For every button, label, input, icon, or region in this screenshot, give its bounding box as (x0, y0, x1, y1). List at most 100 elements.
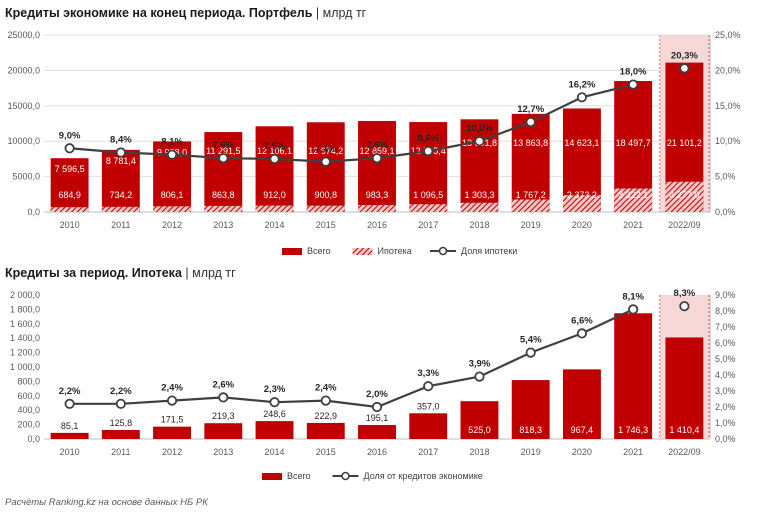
x-tick-label: 2010 (60, 447, 80, 457)
bar-mortgage (101, 206, 140, 212)
bar-total (101, 149, 140, 212)
share-marker (115, 398, 126, 409)
x-tick-label: 2022/09 (668, 447, 701, 457)
bar-mortgage (562, 195, 601, 212)
chart1-title-text: Кредиты экономике на конец периода. Порт… (5, 6, 313, 20)
left-axis-tick: 15000,0 (7, 101, 40, 111)
legend-total: Всего (307, 246, 331, 256)
share-label: 20,3% (671, 50, 698, 61)
bar-total-label: 12 859,1 (359, 146, 394, 156)
legend-mortgage: Ипотека (378, 246, 412, 256)
bar-total-label: 357,0 (417, 401, 440, 411)
right-axis-tick: 2,0% (715, 402, 736, 412)
left-axis-tick: 800,0 (17, 376, 40, 386)
right-axis-tick: 1,0% (715, 418, 736, 428)
right-axis-tick: 5,0% (715, 354, 736, 364)
x-tick-label: 2014 (265, 220, 285, 230)
bar-mortgage (153, 206, 192, 212)
share-marker (423, 146, 434, 157)
bar-total (409, 122, 448, 212)
left-axis-tick: 1 400,0 (10, 333, 40, 343)
bar-total-label: 11 291,5 (206, 146, 240, 156)
bar-total (460, 401, 499, 439)
share-marker (320, 395, 331, 406)
left-axis-tick: 1 600,0 (10, 319, 40, 329)
bar-total-label: 222,9 (315, 411, 338, 421)
share-label: 7,5% (264, 141, 286, 152)
x-tick-label: 2017 (418, 447, 438, 457)
bar-total-label: 1 746,3 (618, 425, 648, 435)
x-tick-label: 2015 (316, 220, 336, 230)
bar-total (562, 108, 601, 212)
share-label: 2,0% (366, 389, 388, 400)
chart2-svg: 0,0 200,0 400,0 600,0 800,0 1 000,0 1 200,0 1 4… (10, 288, 736, 481)
share-marker (166, 395, 178, 406)
chart1-svg: 0,0 5000,0 10000,0 15000,0 20000,0 25000,0 0,0… (7, 30, 741, 256)
left-axis-tick: 20000,0 (7, 65, 40, 75)
share-marker (64, 143, 75, 154)
x-tick-label: 2016 (367, 447, 387, 457)
share-marker (371, 153, 383, 164)
bar-total (153, 426, 192, 439)
left-axis-tick: 5000,0 (12, 172, 40, 182)
bar-total-label: 219,3 (212, 411, 235, 421)
bar-total-label: 7 596,5 (55, 164, 85, 174)
share-marker (115, 147, 126, 158)
share-line (69, 308, 634, 409)
share-label: 12,7% (517, 104, 544, 115)
share-marker (525, 116, 536, 128)
x-tick-label: 2020 (572, 447, 592, 457)
share-label: 2,2% (110, 386, 132, 397)
share-marker (576, 328, 588, 339)
x-tick-label: 2020 (572, 220, 592, 230)
bar-total (50, 158, 89, 212)
legend-marker (341, 471, 350, 481)
bar-mortgage-label: 1 767,2 (516, 190, 546, 200)
bar-mortgage-label: 684,9 (58, 190, 81, 200)
legend-share: Доля ипотеки (461, 246, 517, 256)
bar-total (101, 429, 140, 439)
share-marker (64, 398, 75, 409)
share-label: 7,6% (366, 140, 388, 151)
share-marker (320, 156, 331, 167)
share-label: 7,1% (315, 144, 337, 155)
x-tick-label: 2011 (111, 220, 130, 230)
bar-total (358, 120, 396, 212)
bar-total (255, 421, 294, 439)
share-marker (423, 381, 434, 392)
share-label: 8,1% (622, 291, 644, 302)
bar-mortgage (306, 205, 345, 212)
right-axis-tick: 0,0% (715, 207, 736, 217)
right-axis-tick: 7,0% (715, 322, 736, 332)
share-label: 2,2% (59, 386, 81, 397)
chart1-unit: | млрд тг (315, 6, 367, 20)
chart2-title: Кредиты за период. Ипотека | млрд тг (5, 266, 236, 280)
right-axis-tick: 10,0% (715, 136, 741, 146)
bar-total-label: 248,6 (263, 409, 286, 419)
share-label: 10,0% (466, 123, 493, 134)
bar-mortgage-label: 806,1 (161, 190, 184, 200)
x-tick-label: 2013 (213, 447, 233, 457)
legend-marker (438, 246, 448, 256)
x-tick-label: 2017 (418, 220, 438, 230)
bar-mortgage-label: 1 303,3 (464, 190, 494, 200)
right-axis-tick: 0,0% (715, 434, 736, 444)
chart2-unit: | млрд тг (185, 266, 236, 280)
x-tick-label: 2013 (213, 220, 233, 230)
bar-total-label: 125,8 (110, 418, 133, 428)
share-label: 8,4% (110, 135, 132, 146)
share-label: 16,2% (568, 79, 595, 90)
left-axis-tick: 200,0 (17, 420, 40, 430)
bar-mortgage-label: 2 373,2 (567, 190, 597, 200)
share-label: 5,4% (520, 335, 542, 346)
chart1-title: Кредиты экономике на конец периода. Порт… (5, 6, 366, 20)
bar-total-label: 1 410,4 (669, 425, 699, 435)
share-label: 9,0% (59, 130, 81, 141)
share-label: 7,6% (212, 140, 234, 151)
bar-total-label: 195,1 (366, 413, 389, 423)
chart2-title-text: Кредиты за период. Ипотека (5, 266, 182, 280)
bar-total (358, 424, 396, 439)
bar-total-label: 8 781,4 (106, 156, 136, 166)
left-axis-tick: 600,0 (17, 391, 40, 401)
share-marker (679, 301, 690, 312)
